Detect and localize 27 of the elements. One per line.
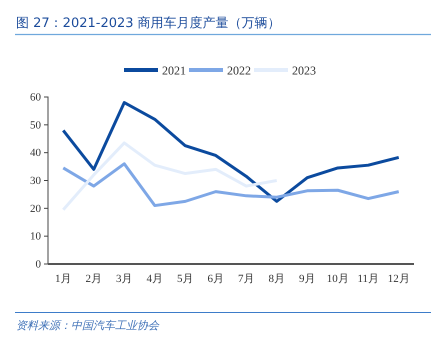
line-series bbox=[62, 101, 400, 203]
x-tick-label: 10月 bbox=[326, 272, 349, 285]
legend-label: 2023 bbox=[292, 64, 316, 78]
x-tick-label: 6月 bbox=[208, 272, 224, 285]
x-tick-label: 11月 bbox=[357, 272, 380, 285]
x-tick-label: 8月 bbox=[268, 272, 285, 285]
x-tick-label: 12月 bbox=[388, 272, 410, 285]
x-tick-label: 7月 bbox=[238, 272, 254, 285]
y-tick-label: 50 bbox=[30, 119, 42, 132]
y-tick-label: 20 bbox=[30, 202, 42, 215]
line-series bbox=[62, 141, 278, 212]
y-tick-label: 30 bbox=[30, 175, 42, 188]
x-tick-label: 2月 bbox=[86, 272, 102, 285]
y-tick-label: 10 bbox=[30, 230, 42, 243]
chart-title: 图 27：2021-2023 商用车月度产量（万辆） bbox=[16, 15, 281, 31]
text: 资料来源：中国汽车工业协会 bbox=[16, 319, 160, 332]
y-tick-label: 60 bbox=[30, 92, 42, 104]
legend-label: 2022 bbox=[227, 64, 251, 78]
x-tick-label: 9月 bbox=[299, 272, 316, 285]
line-series bbox=[62, 162, 400, 208]
x-tick-label: 3月 bbox=[116, 272, 132, 285]
x-tick-label: 5月 bbox=[177, 272, 194, 285]
x-tick-label: 1月 bbox=[55, 272, 72, 285]
x-tick-label: 4月 bbox=[146, 272, 163, 285]
y-tick-label: 40 bbox=[30, 147, 42, 160]
legend-label: 2021 bbox=[162, 64, 186, 78]
y-tick-label: 0 bbox=[36, 258, 42, 271]
